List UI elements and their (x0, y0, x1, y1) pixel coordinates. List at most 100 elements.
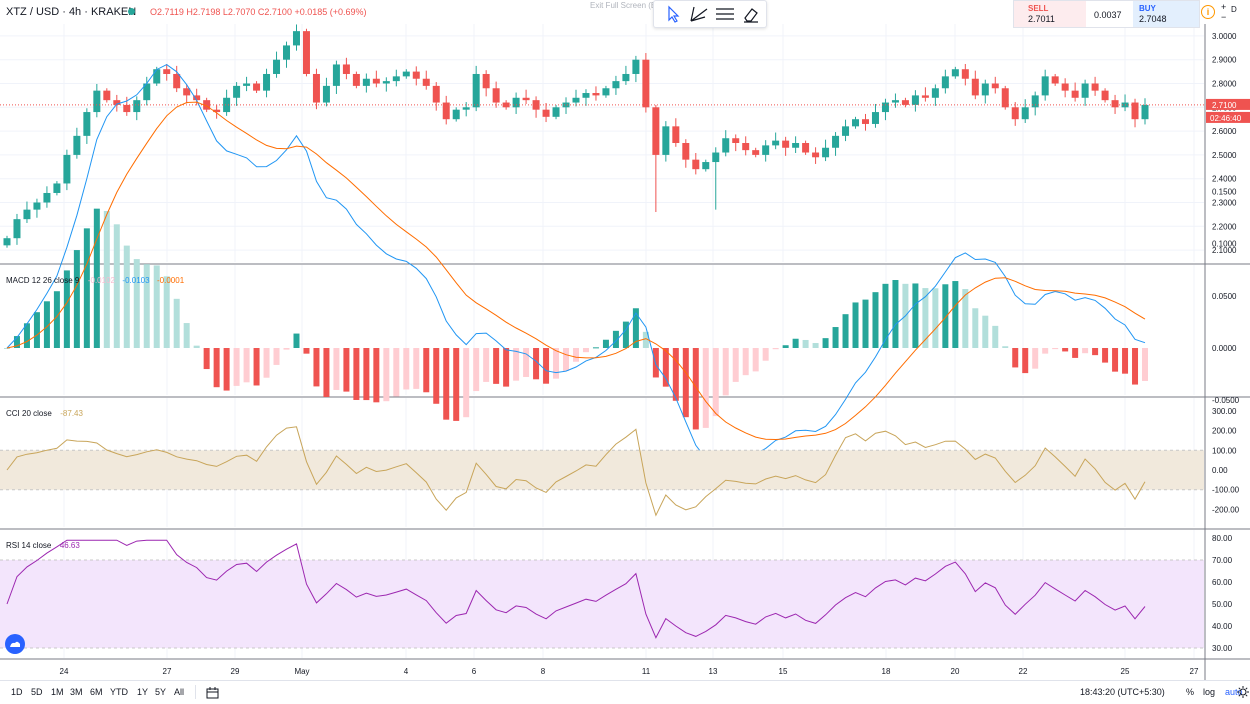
candle-body (392, 76, 400, 82)
log-toggle[interactable]: log (1203, 687, 1216, 697)
trend-line-tool-icon[interactable] (688, 4, 710, 24)
range-all[interactable]: All (174, 687, 185, 697)
candle-body (1031, 95, 1039, 108)
candle-body (852, 119, 860, 127)
macd-histogram-bar (782, 345, 789, 348)
date-range-icon[interactable] (206, 686, 219, 704)
candle-body (752, 150, 760, 155)
candle-body (462, 107, 470, 110)
candle-body (193, 95, 201, 101)
cci-band (0, 450, 1204, 490)
candle-body (1011, 107, 1019, 120)
macd-histogram-bar (1082, 348, 1089, 354)
macd-histogram-bar (822, 338, 829, 348)
candle-body (1091, 83, 1099, 91)
macd-histogram-bar (882, 283, 889, 348)
add-pane-button[interactable]: + (1221, 2, 1227, 12)
candle-body (692, 159, 700, 170)
buy-button[interactable]: BUY 2.7048 (1133, 1, 1199, 27)
macd-histogram-bar (243, 348, 250, 383)
macd-histogram-bar (233, 348, 240, 386)
auto-toggle[interactable]: auto (1225, 687, 1243, 697)
macd-histogram-bar (133, 259, 140, 348)
cursor-tool-icon[interactable] (662, 4, 684, 24)
settings-gear-icon[interactable] (1237, 685, 1249, 703)
macd-histogram-bar (123, 245, 130, 348)
candle-body (43, 192, 51, 203)
info-icon[interactable]: i (1201, 5, 1215, 19)
candle-body (103, 90, 111, 101)
macd-histogram-bar (283, 348, 290, 350)
range-1m[interactable]: 1M (51, 687, 64, 697)
range-5y[interactable]: 5Y (155, 687, 167, 697)
cci-legend[interactable]: CCI 20 close -87.43 (6, 403, 83, 421)
candle-body (552, 107, 560, 117)
candle-body (901, 100, 909, 105)
macd-histogram-bar (473, 348, 480, 392)
symbol-title[interactable]: XTZ / USD · 4h · KRAKEN (6, 6, 137, 18)
macd-histogram-bar (463, 348, 470, 418)
macd-histogram-bar (393, 348, 400, 397)
macd-histogram-bar (992, 325, 999, 348)
range-1d[interactable]: 1D (11, 687, 23, 697)
price-tick-label: 2.1000 (1212, 246, 1237, 255)
horizontal-lines-tool-icon[interactable] (714, 4, 736, 24)
macd-histogram-bar (333, 348, 340, 390)
macd-histogram-bar (632, 308, 639, 348)
candle-body (183, 88, 191, 96)
eraser-tool-icon[interactable] (740, 4, 762, 24)
candle-body (602, 88, 610, 96)
rsi-tick-label: 50.00 (1212, 600, 1233, 609)
macd-histogram-bar (503, 348, 510, 387)
range-1y[interactable]: 1Y (137, 687, 149, 697)
exit-fullscreen-link[interactable]: Exit Full Screen (Esc) (590, 1, 667, 10)
range-6m[interactable]: 6M (90, 687, 103, 697)
percent-toggle[interactable]: % (1186, 687, 1195, 697)
candle-body (332, 64, 340, 86)
range-ytd[interactable]: YTD (110, 687, 128, 697)
time-axis-label: 25 (1121, 667, 1130, 676)
remove-pane-button[interactable]: − (1221, 12, 1227, 22)
price-tick-label: 2.8000 (1212, 80, 1237, 89)
range-5d[interactable]: 5D (31, 687, 43, 697)
bottom-toolbar: 1D 5D 1M 3M 6M YTD 1Y 5Y All 18:43:20 (U… (0, 680, 1250, 704)
candle-body (33, 202, 41, 210)
time-axis-label: 18 (882, 667, 891, 676)
macd-histogram-bar (912, 283, 919, 348)
candle-body (672, 126, 680, 143)
macd-histogram-bar (213, 348, 220, 388)
macd-legend[interactable]: MACD 12 26 close 9 -0.0102 -0.0103 -0.00… (6, 270, 184, 288)
interval-d-button[interactable]: D (1231, 5, 1237, 14)
macd-histogram-bar (343, 348, 350, 392)
candle-body (1101, 90, 1109, 101)
cci-tick-label: -200.00 (1212, 505, 1240, 514)
buy-label: BUY (1139, 4, 1156, 13)
sell-label: SELL (1028, 4, 1049, 13)
candle-body (951, 69, 959, 77)
macd-histogram-bar (33, 312, 40, 348)
candle-body (342, 64, 350, 74)
chart-canvas[interactable]: 3.00002.90002.80002.70002.60002.50002.40… (0, 0, 1250, 680)
legend-bar: XTZ / USD · 4h · KRAKEN O2.7119 H2.7198 … (0, 0, 1250, 24)
cci-tick-label: 100.00 (1212, 446, 1237, 455)
candle-body (3, 238, 11, 246)
tradingview-logo-icon[interactable] (5, 634, 25, 654)
time-axis-label: 11 (642, 667, 651, 676)
candle-body (822, 147, 830, 158)
candle-body (422, 78, 430, 86)
cci-tick-label: 300.00 (1212, 407, 1237, 416)
clock-time[interactable]: 18:43:20 (UTC+5:30) (1080, 687, 1165, 697)
range-3m[interactable]: 3M (70, 687, 83, 697)
macd-histogram-bar (13, 336, 20, 348)
macd-histogram-bar (203, 348, 210, 370)
macd-histogram-bar (752, 348, 759, 372)
candle-body (532, 100, 540, 110)
macd-histogram-bar (403, 348, 410, 390)
rsi-legend[interactable]: RSI 14 close 46.63 (6, 535, 80, 553)
macd-histogram-bar (363, 348, 370, 401)
candle-body (432, 85, 440, 103)
candle-body (382, 81, 390, 84)
sell-price: 2.7011 (1028, 14, 1055, 24)
sell-button[interactable]: SELL 2.7011 (1014, 1, 1086, 27)
rsi-tick-label: 30.00 (1212, 644, 1233, 653)
